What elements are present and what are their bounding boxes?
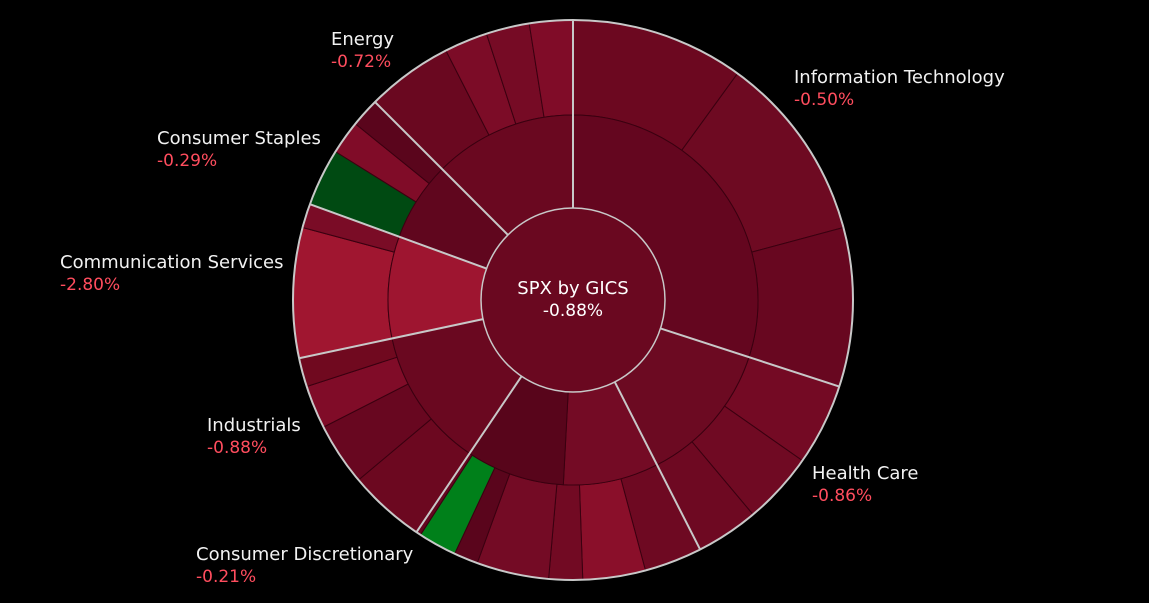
- ind-sector-change: -0.88%: [207, 438, 267, 458]
- hc-sector-change: -0.86%: [812, 486, 872, 506]
- center-disc[interactable]: [480, 207, 666, 393]
- hc-sector-label: Health Care: [812, 463, 919, 484]
- hc-sector-divider: [660, 327, 840, 388]
- st-sector-change: -0.29%: [157, 151, 217, 171]
- it-sector-label: Information Technology: [794, 67, 1005, 88]
- st-sector-divider: [309, 203, 487, 270]
- ind-sector-label: Industrials: [207, 415, 301, 436]
- en-sector-label: Energy: [331, 29, 394, 50]
- en-sector-divider: [374, 101, 509, 236]
- cs-sector-divider: [298, 318, 484, 360]
- cs-sector-label: Communication Services: [60, 252, 284, 273]
- cd-sector-divider: [613, 381, 702, 550]
- center-title: SPX by GICS: [517, 278, 628, 299]
- center-value: -0.88%: [543, 301, 603, 321]
- ring-outline: [292, 19, 854, 581]
- it-sector-change: -0.50%: [794, 90, 854, 110]
- st-sector-label: Consumer Staples: [157, 128, 321, 149]
- cd-sector-change: -0.21%: [196, 567, 256, 587]
- ind-sector-divider: [415, 375, 523, 533]
- en-sector-change: -0.72%: [331, 52, 391, 72]
- cd-sector-label: Consumer Discretionary: [196, 544, 414, 565]
- cs-sector-change: -2.80%: [60, 275, 120, 295]
